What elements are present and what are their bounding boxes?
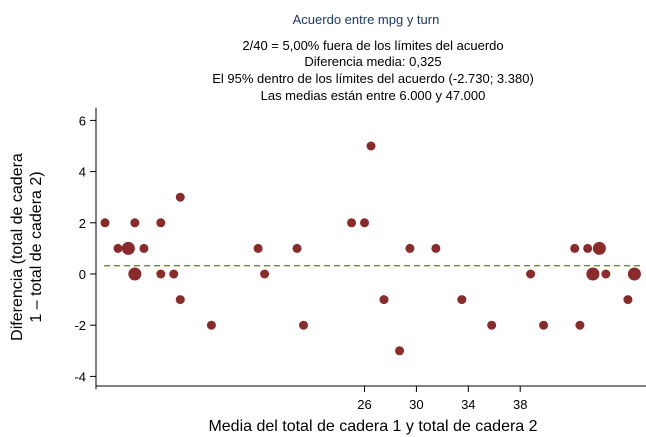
data-point xyxy=(206,320,216,330)
data-point xyxy=(575,320,585,330)
data-point xyxy=(175,192,185,202)
data-point xyxy=(570,243,580,253)
data-point xyxy=(360,218,370,228)
data-point xyxy=(175,295,185,305)
data-point xyxy=(431,243,441,253)
y-tick-label: 0 xyxy=(79,267,86,282)
chart-subtitle-line-4: Las medias están entre 6.000 y 47.000 xyxy=(261,88,486,103)
data-point xyxy=(627,267,641,281)
data-point xyxy=(128,267,142,281)
data-point xyxy=(253,243,263,253)
data-point xyxy=(487,320,497,330)
x-tick-label: 30 xyxy=(409,397,423,412)
y-tick-label: -4 xyxy=(74,369,86,384)
chart-subtitle-line-2: Diferencia media: 0,325 xyxy=(304,54,441,69)
data-point xyxy=(526,269,536,279)
data-point xyxy=(601,269,611,279)
data-point xyxy=(395,346,405,356)
y-tick-label: -2 xyxy=(74,318,86,333)
data-point xyxy=(405,243,415,253)
chart-subtitle-line-3: El 95% dentro de los límites del acuerdo… xyxy=(212,71,534,86)
data-point xyxy=(156,218,166,228)
y-tick-label: 2 xyxy=(79,216,86,231)
data-point xyxy=(139,243,149,253)
data-point xyxy=(586,267,600,281)
x-axis: 26 30 34 38 xyxy=(96,385,646,412)
data-point xyxy=(260,269,270,279)
data-point xyxy=(347,218,357,228)
chart-title: Acuerdo entre mpg y turn xyxy=(293,12,440,27)
data-point xyxy=(130,218,140,228)
y-axis: -4 -2 0 2 4 6 xyxy=(74,107,97,390)
data-point xyxy=(366,141,376,151)
y-tick-label: 6 xyxy=(79,113,86,128)
x-tick-label: 34 xyxy=(461,397,475,412)
y-axis-label-line-1: Diferencia (total de cadera xyxy=(9,153,26,341)
x-tick-label: 38 xyxy=(513,397,527,412)
x-tick-label: 26 xyxy=(357,397,371,412)
data-point xyxy=(169,269,179,279)
data-point xyxy=(100,218,110,228)
y-axis-label-line-2: 1 – total de cadera 2) xyxy=(28,171,45,322)
data-point xyxy=(121,241,135,255)
data-point xyxy=(539,320,549,330)
data-point xyxy=(156,269,166,279)
data-point xyxy=(457,295,467,305)
data-point xyxy=(113,243,123,253)
data-point xyxy=(583,243,593,253)
data-point xyxy=(592,241,606,255)
x-axis-label: Media del total de cadera 1 y total de c… xyxy=(208,418,537,435)
data-point xyxy=(379,295,389,305)
data-point xyxy=(623,295,633,305)
data-point xyxy=(292,243,302,253)
data-point xyxy=(299,320,309,330)
data-points xyxy=(100,141,641,356)
chart-subtitle-line-1: 2/40 = 5,00% fuera de los límites del ac… xyxy=(242,38,503,53)
y-tick-label: 4 xyxy=(79,165,86,180)
